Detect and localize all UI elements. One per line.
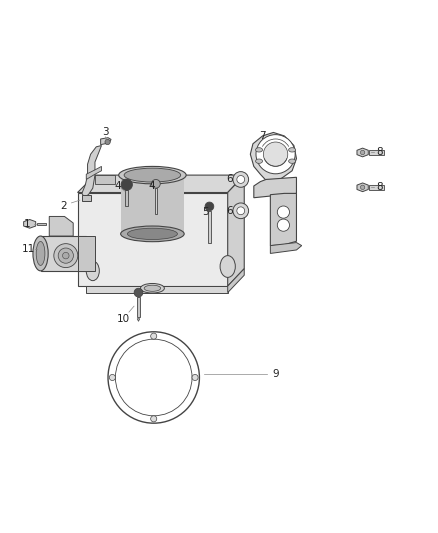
Circle shape <box>121 179 132 190</box>
Polygon shape <box>357 148 368 157</box>
Circle shape <box>151 333 157 339</box>
Text: 10: 10 <box>117 314 130 324</box>
Polygon shape <box>78 236 95 271</box>
Text: 5: 5 <box>203 207 209 217</box>
Polygon shape <box>78 192 228 286</box>
Polygon shape <box>24 220 36 228</box>
Polygon shape <box>86 166 102 180</box>
Polygon shape <box>369 150 385 155</box>
Polygon shape <box>137 319 140 321</box>
Ellipse shape <box>119 166 186 184</box>
Polygon shape <box>357 183 368 192</box>
Polygon shape <box>125 190 128 206</box>
Ellipse shape <box>120 226 184 241</box>
Ellipse shape <box>141 284 164 293</box>
Text: 6: 6 <box>226 206 233 216</box>
Circle shape <box>151 416 157 422</box>
Text: 2: 2 <box>60 200 67 211</box>
Text: 4: 4 <box>115 181 121 191</box>
Ellipse shape <box>58 248 74 263</box>
Circle shape <box>277 206 290 218</box>
Polygon shape <box>95 175 115 184</box>
Polygon shape <box>270 193 297 246</box>
Text: 8: 8 <box>377 148 383 157</box>
Ellipse shape <box>144 285 161 292</box>
Circle shape <box>192 375 198 381</box>
Polygon shape <box>251 133 297 180</box>
Text: 3: 3 <box>102 126 108 136</box>
Text: 1: 1 <box>24 219 31 229</box>
Polygon shape <box>78 175 244 192</box>
Text: 8: 8 <box>377 182 383 192</box>
Text: 6: 6 <box>226 174 233 184</box>
Circle shape <box>360 185 365 189</box>
Ellipse shape <box>127 228 177 239</box>
Polygon shape <box>120 175 184 234</box>
Polygon shape <box>41 236 86 271</box>
Circle shape <box>205 202 214 211</box>
Circle shape <box>237 207 245 215</box>
Polygon shape <box>369 184 385 190</box>
Text: 4: 4 <box>148 181 155 191</box>
Ellipse shape <box>220 256 235 277</box>
Polygon shape <box>82 146 102 197</box>
Circle shape <box>152 180 160 188</box>
Polygon shape <box>82 195 91 201</box>
Polygon shape <box>228 175 244 286</box>
Polygon shape <box>86 286 228 293</box>
Ellipse shape <box>255 148 262 152</box>
Ellipse shape <box>63 252 69 259</box>
Polygon shape <box>49 216 73 236</box>
Ellipse shape <box>86 261 99 281</box>
Ellipse shape <box>36 241 45 265</box>
Circle shape <box>110 375 116 381</box>
Circle shape <box>360 150 365 155</box>
Circle shape <box>263 142 288 166</box>
Ellipse shape <box>255 159 262 163</box>
Polygon shape <box>270 243 302 254</box>
Circle shape <box>237 175 245 183</box>
Text: 11: 11 <box>22 244 35 254</box>
Circle shape <box>256 135 295 174</box>
Ellipse shape <box>289 159 296 163</box>
Circle shape <box>233 203 249 219</box>
Ellipse shape <box>54 244 78 268</box>
Polygon shape <box>208 211 211 243</box>
Polygon shape <box>155 188 157 214</box>
Polygon shape <box>228 269 244 293</box>
Text: 9: 9 <box>272 369 279 379</box>
Circle shape <box>277 219 290 231</box>
Text: 7: 7 <box>259 131 266 141</box>
Ellipse shape <box>124 168 181 182</box>
Polygon shape <box>37 223 46 225</box>
Polygon shape <box>137 297 140 317</box>
Circle shape <box>134 288 143 297</box>
Ellipse shape <box>33 236 48 271</box>
Polygon shape <box>101 138 111 144</box>
Circle shape <box>105 140 110 144</box>
Circle shape <box>233 172 249 187</box>
Polygon shape <box>254 177 297 198</box>
Ellipse shape <box>289 148 296 152</box>
